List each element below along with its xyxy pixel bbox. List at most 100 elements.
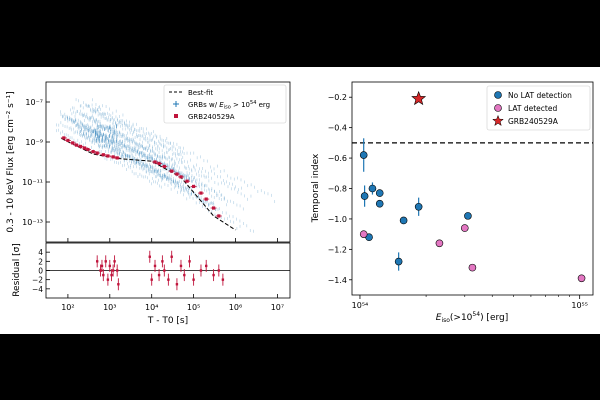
grb240529a-point bbox=[204, 197, 208, 201]
light-curve-x-label: T - T0 [s] bbox=[147, 316, 188, 326]
residual-point bbox=[192, 278, 195, 281]
residual-y-tick-label: −4 bbox=[32, 285, 43, 294]
no-lat-point bbox=[399, 216, 408, 225]
grb240529a-point bbox=[115, 156, 119, 160]
grb240529a-point bbox=[86, 147, 90, 152]
residual-point bbox=[175, 283, 179, 286]
lat-detected-point bbox=[435, 239, 444, 248]
residual-y-tick-label: 2 bbox=[38, 257, 43, 266]
lat-detected-point bbox=[359, 230, 368, 238]
residual-point bbox=[221, 278, 225, 281]
ti-legend-no-lat-marker bbox=[494, 91, 502, 99]
residual-x-tick-label: 10² bbox=[61, 303, 74, 312]
grb240529a-point bbox=[74, 143, 79, 147]
temporal-index-y-tick-label: −1.4 bbox=[328, 276, 347, 285]
temporal-index-x-tick-label: 10⁵⁴ bbox=[352, 301, 369, 310]
light-curve-y-ticks: 10⁻¹³ 10⁻¹¹ 10⁻⁹ 10⁻⁷ bbox=[22, 98, 50, 227]
grb-sample-band bbox=[56, 98, 276, 233]
grb240529a-star bbox=[411, 90, 427, 106]
grb240529a-series bbox=[60, 136, 222, 218]
residual-point bbox=[212, 273, 215, 277]
legend-grb240529a-marker bbox=[174, 114, 178, 118]
residual-point bbox=[153, 264, 157, 268]
residual-x-tick-label: 10⁶ bbox=[229, 303, 242, 312]
residual-point bbox=[167, 278, 170, 281]
light-curve-y-tick-label: 10⁻⁷ bbox=[25, 98, 43, 107]
residual-point bbox=[108, 264, 112, 268]
grb240529a-point bbox=[62, 136, 66, 140]
temporal-index-x-label: Eiso(>1054) [erg] bbox=[436, 311, 509, 324]
lat-detected-point bbox=[460, 224, 469, 232]
grb240529a-point bbox=[199, 191, 203, 195]
temporal-index-panel: −0.2 −0.4 −0.6 −0.8 −1.0 −1.2 −1.4 10⁵⁴ 10⁵⁵ Te… bbox=[311, 81, 594, 324]
residual-x-tick-label: 10⁷ bbox=[271, 303, 284, 312]
temporal-index-x-ticks: 10⁵⁴ 10⁵⁵ bbox=[352, 295, 588, 310]
residual-point bbox=[188, 260, 191, 263]
residual-y-ticks: 420−2−4 bbox=[32, 248, 50, 294]
grb240529a-point bbox=[82, 146, 87, 150]
grb240529a-point bbox=[78, 144, 83, 149]
ti-legend-box bbox=[486, 85, 591, 131]
lat-detected-point bbox=[577, 274, 586, 283]
lat-detected-point bbox=[468, 263, 477, 272]
no-lat-point bbox=[394, 257, 403, 266]
residual-point bbox=[110, 273, 113, 277]
residual-point bbox=[102, 273, 105, 277]
residual-x-tick-label: 10³ bbox=[103, 303, 116, 312]
grb240529a-point bbox=[179, 175, 183, 179]
ti-legend-grb240529a-label: GRB240529A bbox=[508, 117, 559, 126]
legend-best-fit-label: Best-fit bbox=[188, 89, 213, 97]
figure: 10⁻¹³ 10⁻¹¹ 10⁻⁹ 10⁻⁷ 0.3 - 10 keV Flux [er… bbox=[0, 67, 600, 334]
ti-legend-lat-marker bbox=[494, 104, 502, 112]
temporal-index-y-tick-label: −1.0 bbox=[328, 215, 347, 224]
temporal-index-x-tick-label: 10⁵⁵ bbox=[571, 301, 588, 310]
temporal-index-points bbox=[359, 90, 586, 283]
residual-y-label: Residual [σ] bbox=[12, 243, 22, 297]
residual-point bbox=[106, 278, 110, 281]
residual-x-tick-label: 10⁴ bbox=[145, 303, 158, 312]
light-curve-y-label: 0.3 - 10 keV Flux [erg cm⁻² s⁻¹] bbox=[6, 91, 16, 232]
no-lat-point bbox=[368, 184, 377, 193]
ti-legend-star-marker bbox=[492, 114, 504, 127]
grb240529a-point bbox=[153, 160, 157, 164]
residual-point bbox=[161, 260, 164, 263]
grb240529a-point bbox=[170, 169, 174, 173]
residual-point bbox=[217, 269, 221, 272]
temporal-index-y-tick-label: −1.2 bbox=[328, 245, 347, 254]
residual-point bbox=[170, 255, 173, 258]
grb240529a-point bbox=[217, 214, 221, 218]
temporal-index-y-tick-label: −0.6 bbox=[328, 154, 347, 163]
residual-y-tick-label: −2 bbox=[32, 276, 43, 285]
residual-point bbox=[183, 273, 186, 277]
no-lat-point bbox=[359, 151, 368, 159]
residual-x-tick-label: 10⁵ bbox=[187, 303, 200, 312]
grb240529a-point bbox=[95, 151, 99, 155]
no-lat-point bbox=[360, 192, 369, 200]
legend-grb240529a-label: GRB240529A bbox=[188, 113, 235, 121]
residual-x-ticks: 10² 10³ 10⁴ 10⁵ 10⁶ 10⁷ bbox=[61, 238, 284, 312]
residual-point bbox=[163, 269, 166, 272]
residual-series bbox=[95, 250, 225, 291]
ti-legend-lat-label: LAT detected bbox=[508, 104, 557, 113]
residual-point bbox=[199, 269, 203, 272]
residual-point bbox=[205, 264, 208, 268]
legend-box bbox=[163, 84, 287, 124]
light-curve-y-tick-label: 10⁻¹¹ bbox=[22, 178, 43, 187]
temporal-index-y-tick-label: −0.4 bbox=[328, 124, 347, 133]
grb240529a-point bbox=[71, 141, 75, 145]
figure-svg: 10⁻¹³ 10⁻¹¹ 10⁻⁹ 10⁻⁷ 0.3 - 10 keV Flux [er… bbox=[6, 81, 594, 326]
temporal-index-y-label: Temporal index bbox=[311, 153, 321, 223]
light-curve-panel: 10⁻¹³ 10⁻¹¹ 10⁻⁹ 10⁻⁷ 0.3 - 10 keV Flux [er… bbox=[6, 81, 291, 243]
temporal-index-legend: No LAT detection LAT detected GRB240529A bbox=[486, 85, 591, 131]
legend-grbs-label: GRBs w/ Eiso > 1054 erg bbox=[188, 100, 270, 111]
temporal-index-y-ticks: −0.2 −0.4 −0.6 −0.8 −1.0 −1.2 −1.4 bbox=[328, 93, 352, 285]
grb240529a-point bbox=[91, 150, 95, 154]
light-curve-legend: Best-fit GRBs w/ Eiso > 1054 erg GRB2405… bbox=[163, 84, 287, 124]
grb240529a-point bbox=[175, 172, 179, 176]
residual-point bbox=[150, 278, 153, 281]
residual-point bbox=[179, 264, 183, 268]
light-curve-y-tick-label: 10⁻¹³ bbox=[22, 218, 43, 227]
no-lat-point bbox=[375, 189, 384, 197]
grb240529a-point bbox=[101, 153, 105, 157]
residual-panel: 420−2−4 10² 10³ 10⁴ 10⁵ 10⁶ 10⁷ Residual [σ] … bbox=[12, 238, 291, 326]
